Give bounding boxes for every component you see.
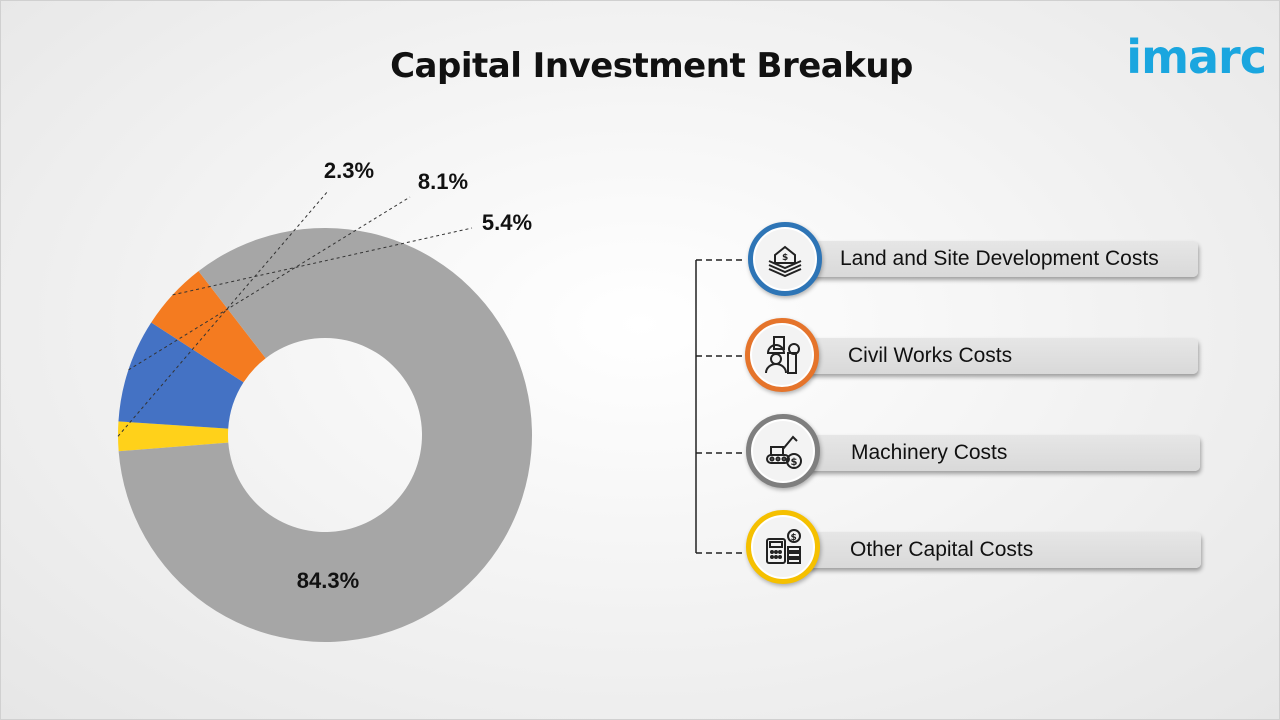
chart-title: Capital Investment Breakup (390, 46, 913, 86)
legend-label: Civil Works Costs (848, 344, 1013, 367)
donut-slices (118, 228, 532, 642)
donut-slice-civil-works-costs (151, 271, 266, 383)
legend-item-machinery: Machinery Costs (804, 435, 1200, 471)
imarc-logo: imarc (1126, 30, 1267, 84)
excavator-dollar-icon: $ (746, 414, 820, 488)
legend-item-civil-works: Civil Works Costs (800, 338, 1198, 374)
svg-text:$: $ (791, 533, 797, 543)
legend-item-land: Land and Site Development Costs (792, 241, 1198, 277)
donut-slice-land-and-site-development-costs (118, 322, 244, 429)
legend-item-other-capital: Other Capital Costs (806, 532, 1201, 568)
leader-line (128, 196, 411, 371)
donut-slice-machinery-costs (118, 228, 532, 642)
land-house-dollar-icon: $ (748, 222, 822, 296)
svg-text:$: $ (791, 457, 798, 468)
data-label: 84.3% (297, 568, 359, 593)
data-label: 5.4% (482, 210, 532, 235)
data-label: 8.1% (418, 169, 468, 194)
legend-label: Machinery Costs (851, 441, 1008, 464)
donut-slice-other-capital-costs (118, 421, 229, 452)
legend-connector-lines (695, 259, 746, 554)
legend-label: Land and Site Development Costs (840, 247, 1159, 270)
data-labels: 2.3% 8.1% 5.4% 84.3% (297, 158, 532, 593)
data-label: 2.3% (324, 158, 374, 183)
legend-label: Other Capital Costs (850, 538, 1034, 561)
construction-worker-icon (745, 318, 819, 392)
leader-lines (117, 190, 473, 437)
calculator-coins-icon: $ (746, 510, 820, 584)
svg-text:$: $ (782, 253, 788, 263)
